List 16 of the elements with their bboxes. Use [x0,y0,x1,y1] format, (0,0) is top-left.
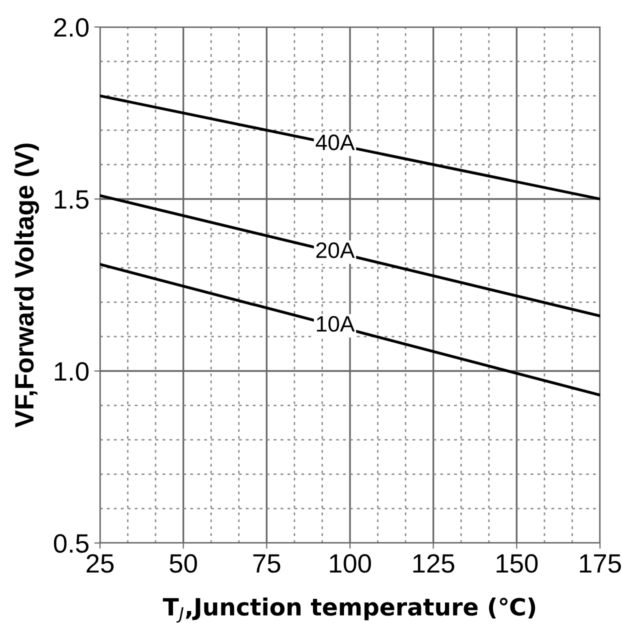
x-tick-label: 125 [413,554,454,573]
x-tick-label: 50 [170,554,197,573]
x-tick-label: 100 [330,554,371,573]
y-tick-label: 1.0 [54,362,89,381]
y-tick-label: 0.5 [54,534,88,553]
series-label: 20A [316,242,355,258]
x-tick-label: 150 [496,554,538,573]
x-axis-title: T$_{J}$,Junction temperature (℃) [162,597,536,623]
series-label: 40A [316,134,355,150]
y-tick-label: 2.0 [54,18,89,37]
y-tick-label: 1.5 [54,190,88,209]
x-tick-label: 175 [580,554,621,573]
x-tick-label: 75 [253,554,280,573]
series-label: 10A [316,316,355,332]
y-axis-title: VF,Forward Voltage (V) [14,144,40,428]
x-tick-label: 25 [86,554,114,573]
